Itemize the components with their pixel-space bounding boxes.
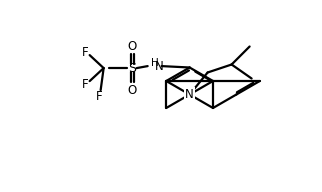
Text: S: S bbox=[128, 62, 136, 75]
Text: O: O bbox=[127, 84, 136, 97]
Text: F: F bbox=[82, 78, 89, 91]
Text: F: F bbox=[96, 90, 103, 103]
Text: N: N bbox=[155, 60, 164, 73]
Text: H: H bbox=[151, 58, 158, 68]
Text: O: O bbox=[127, 40, 136, 53]
Text: N: N bbox=[185, 88, 194, 101]
Text: F: F bbox=[82, 46, 89, 59]
